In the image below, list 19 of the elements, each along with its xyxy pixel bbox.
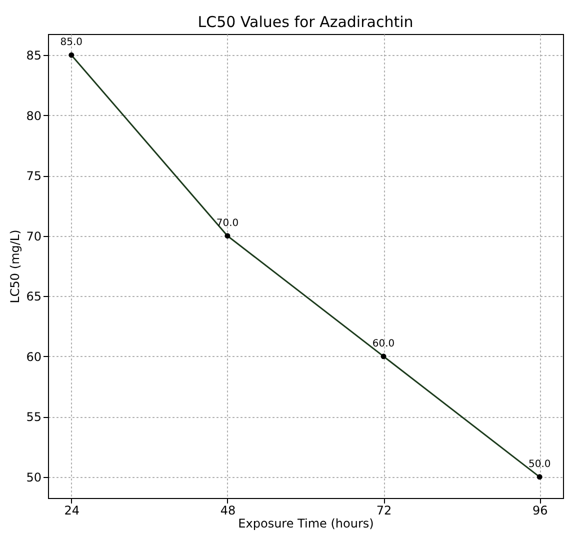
x-axis-title: Exposure Time (hours) [238,516,374,530]
x-tick-label: 96 [532,504,548,518]
y-tick-label: 65 [26,290,42,304]
data-label: 60.0 [372,338,395,350]
y-axis-title: LC50 (mg/L) [8,230,22,304]
data-label: 85.0 [60,37,83,48]
y-tick-label: 60 [26,350,42,364]
y-tick-label: 80 [26,108,42,123]
data-label: 70.0 [216,218,239,229]
y-tick-label: 55 [26,410,42,424]
data-label: 50.0 [528,458,551,470]
x-tick-label: 24 [64,504,80,518]
x-tick-label: 72 [376,504,392,518]
y-tick-label: 85 [26,48,42,63]
x-tick-label: 48 [220,504,236,518]
y-tick-label: 50 [26,470,42,484]
chart-title: LC50 Values for Azadirachtin [198,13,414,31]
y-tick-label: 70 [26,229,42,244]
y-tick-label: 75 [26,169,42,184]
